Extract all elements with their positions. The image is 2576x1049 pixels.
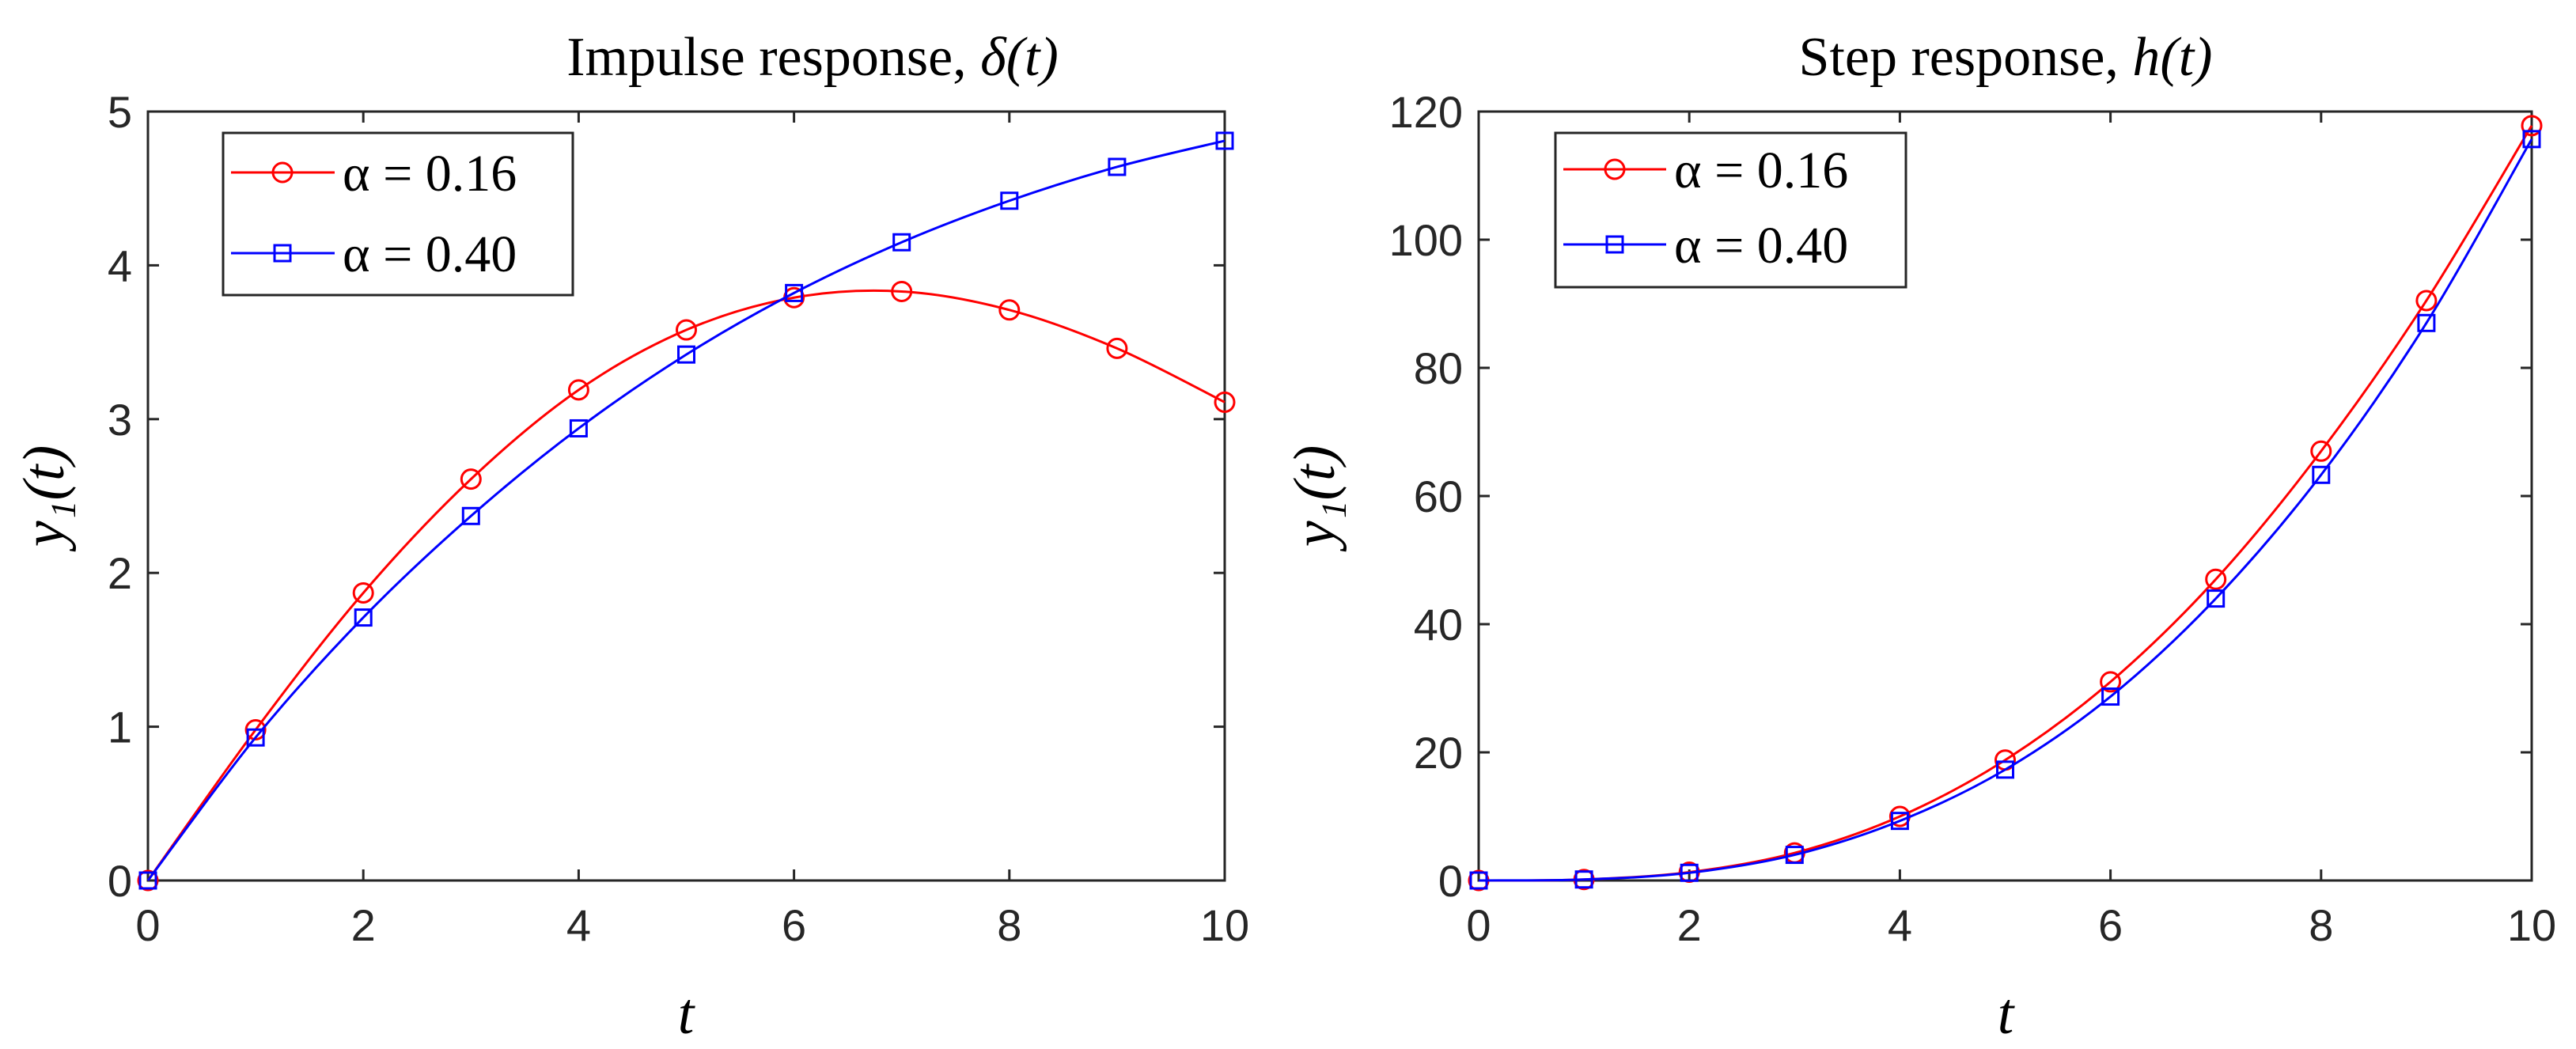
impulse-y-tick-label-3: 3 xyxy=(108,395,132,445)
step-y-ticks: 0 20 40 60 80 100 120 xyxy=(1389,87,2532,906)
step-x-tick-label-0: 0 xyxy=(1466,900,1491,950)
impulse-x-tick-label-8: 8 xyxy=(997,900,1021,950)
step-y-tick-label-40: 40 xyxy=(1414,600,1463,649)
step-marker-alpha-040-t7 xyxy=(2207,589,2226,608)
impulse-chart-title: Impulse response, δ(t) xyxy=(566,27,1059,88)
step-y-tick-label-60: 60 xyxy=(1414,471,1463,521)
step-x-tick-label-4: 4 xyxy=(1888,900,1912,950)
impulse-marker-alpha-016-t2 xyxy=(352,581,374,604)
step-y-axis-label: y₁(t) xyxy=(1282,445,1347,552)
impulse-marker-alpha-040-t10 xyxy=(1215,131,1234,150)
step-x-axis-label: t xyxy=(1998,982,2016,1047)
step-marker-alpha-040-t1 xyxy=(1574,870,1593,889)
step-x-tick-label-8: 8 xyxy=(2309,900,2333,950)
impulse-marker-alpha-040-t8 xyxy=(1000,191,1019,210)
impulse-marker-alpha-016-t5 xyxy=(676,319,697,341)
step-marker-alpha-040-t10 xyxy=(2522,130,2541,149)
impulse-y-ticks: 0 1 2 3 4 5 xyxy=(108,87,1225,906)
impulse-marker-alpha-016-t8 xyxy=(998,299,1021,321)
impulse-x-tick-label-4: 4 xyxy=(566,900,591,950)
impulse-marker-alpha-040-t1 xyxy=(246,728,265,747)
impulse-series-group xyxy=(137,131,1236,892)
step-marker-alpha-016-t10 xyxy=(2521,115,2543,137)
step-marker-alpha-016-t8 xyxy=(2310,440,2332,462)
step-legend-marker-alpha-016 xyxy=(1604,158,1626,180)
step-x-tick-label-6: 6 xyxy=(2098,900,2123,950)
step-legend-box xyxy=(1554,131,1907,289)
step-legend-label-alpha-016: α = 0.16 xyxy=(1674,142,1848,199)
impulse-y-tick-label-0: 0 xyxy=(108,856,132,906)
step-marker-alpha-040-t5 xyxy=(1996,760,2014,779)
step-chart-title: Step response, h(t) xyxy=(1799,27,2213,88)
step-marker-alpha-040-t0 xyxy=(1469,871,1488,890)
impulse-marker-alpha-040-t9 xyxy=(1108,157,1127,176)
impulse-x-ticks: 0 2 4 6 8 10 xyxy=(135,112,1249,950)
step-marker-alpha-016-t9 xyxy=(2415,290,2438,312)
step-legend-label-alpha-040: α = 0.40 xyxy=(1674,217,1848,275)
impulse-marker-alpha-040-t0 xyxy=(138,871,157,890)
step-y-tick-label-20: 20 xyxy=(1414,728,1463,778)
impulse-marker-alpha-016-t7 xyxy=(891,280,913,302)
impulse-legend-label-alpha-016: α = 0.16 xyxy=(343,145,517,203)
impulse-y-tick-label-5: 5 xyxy=(108,87,132,137)
impulse-y-tick-label-4: 4 xyxy=(108,240,132,290)
impulse-marker-alpha-040-t6 xyxy=(785,283,804,302)
step-y-tick-label-80: 80 xyxy=(1414,343,1463,393)
step-x-ticks: 0 2 4 6 8 10 xyxy=(1466,112,2556,950)
step-response-chart: Step response, h(t) 0 2 4 6 8 10 0 20 40 60 80 100… xyxy=(1282,27,2556,1047)
impulse-marker-alpha-040-t2 xyxy=(354,608,373,627)
step-marker-alpha-016-t6 xyxy=(2100,671,2122,693)
impulse-y-tick-label-1: 1 xyxy=(108,702,132,752)
step-x-tick-label-10: 10 xyxy=(2507,900,2556,950)
step-x-tick-label-2: 2 xyxy=(1677,900,1702,950)
impulse-marker-alpha-016-t10 xyxy=(1214,391,1236,413)
step-marker-alpha-040-t2 xyxy=(1680,863,1699,882)
impulse-legend-marker-alpha-040 xyxy=(273,244,292,263)
step-marker-alpha-016-t7 xyxy=(2205,568,2227,590)
impulse-marker-alpha-040-t7 xyxy=(892,233,911,252)
impulse-marker-alpha-016-t3 xyxy=(460,468,482,490)
impulse-marker-alpha-040-t3 xyxy=(461,506,480,525)
step-marker-alpha-040-t8 xyxy=(2312,465,2331,484)
impulse-marker-alpha-040-t5 xyxy=(677,345,695,364)
impulse-y-axis-label: y₁(t) xyxy=(12,445,77,552)
impulse-marker-alpha-016-t4 xyxy=(567,379,589,401)
impulse-legend-label-alpha-040: α = 0.40 xyxy=(343,225,517,283)
step-legend: α = 0.16 α = 0.40 xyxy=(1554,131,1907,289)
impulse-line-alpha-016 xyxy=(146,289,1225,881)
impulse-y-tick-label-2: 2 xyxy=(108,548,132,598)
impulse-x-tick-label-6: 6 xyxy=(782,900,806,950)
step-legend-marker-alpha-040 xyxy=(1605,235,1624,254)
impulse-legend-marker-alpha-016 xyxy=(271,161,294,184)
step-marker-alpha-040-t3 xyxy=(1785,846,1804,865)
impulse-marker-alpha-016-t9 xyxy=(1106,337,1128,359)
step-marker-alpha-040-t4 xyxy=(1890,812,1909,831)
impulse-line-alpha-040 xyxy=(146,139,1225,881)
step-y-tick-label-120: 120 xyxy=(1389,87,1463,137)
impulse-legend: α = 0.16 α = 0.40 xyxy=(222,131,574,297)
step-series-group xyxy=(1468,115,2543,892)
step-marker-alpha-040-t9 xyxy=(2417,313,2436,332)
impulse-marker-alpha-016-t0 xyxy=(137,869,159,892)
impulse-marker-alpha-040-t4 xyxy=(569,418,588,437)
step-marker-alpha-040-t6 xyxy=(2101,687,2120,706)
impulse-x-axis-label: t xyxy=(678,982,696,1047)
impulse-x-tick-label-0: 0 xyxy=(135,900,160,950)
impulse-x-tick-label-10: 10 xyxy=(1200,900,1249,950)
step-y-tick-label-100: 100 xyxy=(1389,215,1463,265)
impulse-legend-box xyxy=(222,131,574,297)
impulse-x-tick-label-2: 2 xyxy=(351,900,376,950)
step-y-tick-label-0: 0 xyxy=(1438,856,1463,906)
